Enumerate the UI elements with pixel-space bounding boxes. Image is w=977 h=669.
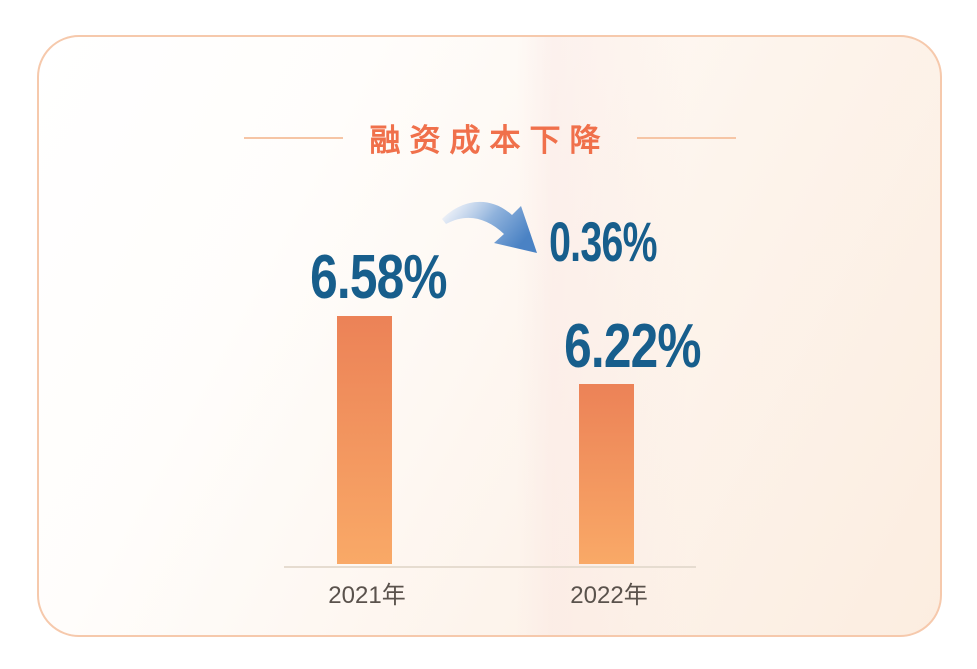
change-value-label: 0.36%	[493, 214, 713, 270]
x-axis-label-2022: 2022年	[570, 582, 648, 609]
value-label-2021-text: 6.58%	[309, 243, 447, 312]
decrease-arrow-icon	[442, 201, 537, 253]
chart-card: 融资成本下降 6.58% 0.36% 6.22%	[37, 35, 942, 637]
value-label-2022-text: 6.22%	[563, 312, 701, 381]
bar-2022	[579, 384, 634, 564]
change-value-text: 0.36%	[549, 210, 657, 273]
bar-2021	[337, 316, 392, 564]
x-axis-label-2021: 2021年	[328, 582, 406, 609]
title-line-right-decoration	[636, 136, 736, 139]
title-line-left-decoration	[243, 136, 343, 139]
value-label-2021: 6.58%	[268, 247, 488, 309]
bar-chart: 6.58% 0.36% 6.22% 2021年 2022年	[39, 37, 940, 635]
x-axis-baseline	[284, 566, 696, 568]
chart-title-row: 融资成本下降	[39, 115, 940, 160]
chart-title: 融资成本下降	[369, 123, 610, 158]
value-label-2022: 6.22%	[522, 316, 742, 378]
